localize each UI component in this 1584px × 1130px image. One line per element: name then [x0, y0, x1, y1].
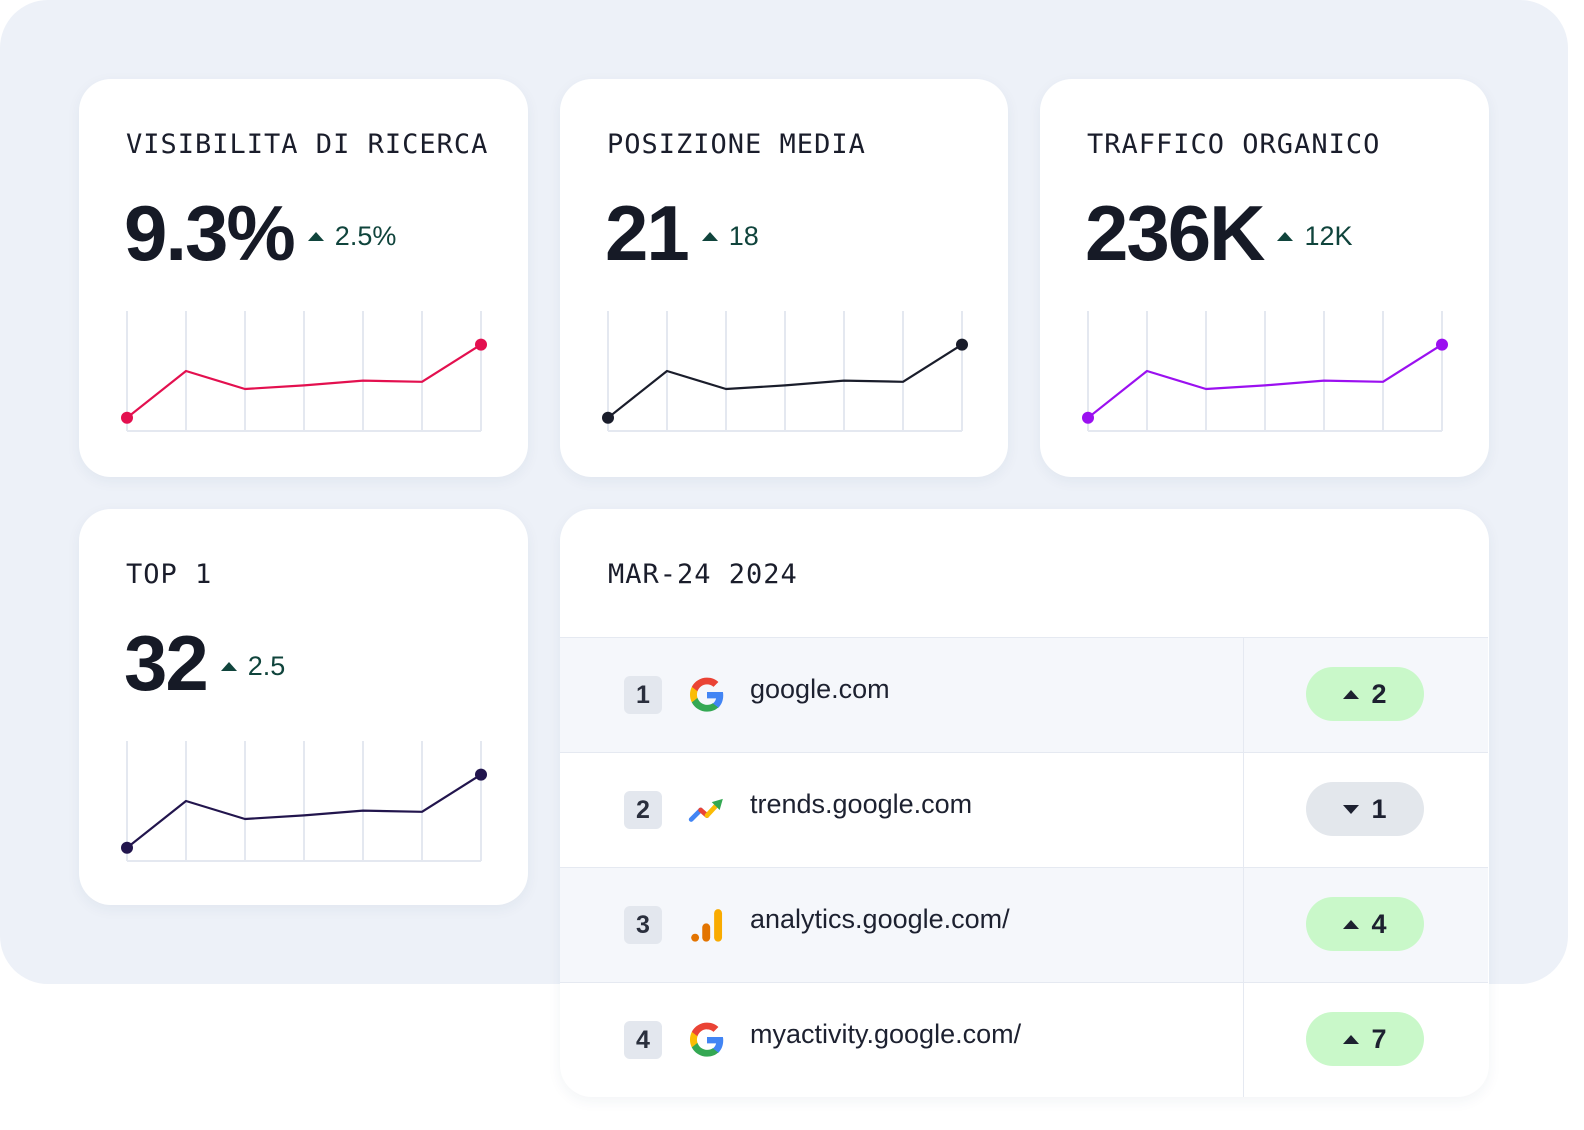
trend-up-icon — [220, 661, 237, 671]
column-divider — [1243, 638, 1244, 752]
metric-delta-value: 2.5 — [247, 650, 286, 681]
domain-name: analytics.google.com/ — [750, 904, 1010, 934]
sparkline-series — [126, 773, 482, 849]
trend-up-icon — [307, 231, 324, 241]
metric-value-row: 236K 12K — [1085, 183, 1353, 283]
domain-name: trends.google.com — [750, 789, 973, 819]
rank-change-badge: 7 — [1306, 1012, 1424, 1066]
rank-change-value: 4 — [1371, 908, 1387, 939]
sparkline-chart — [121, 741, 487, 862]
ranking-row[interactable]: 2 trends.google.com 1 — [560, 752, 1488, 867]
rank-number: 1 — [624, 676, 662, 714]
metric-label: POSIZIONE MEDIA — [607, 129, 866, 160]
trend-up-icon — [701, 231, 718, 241]
metric-value-row: 9.3% 2.5% — [124, 183, 396, 283]
sparkline-start-point — [1082, 411, 1094, 424]
ranking-list: 1 google.com 2 2 trends.google.co — [560, 637, 1488, 1097]
column-divider — [1243, 753, 1244, 867]
sparkline-end-point — [475, 768, 487, 781]
column-divider — [1243, 983, 1244, 1097]
rank-change-badge: 1 — [1306, 782, 1424, 836]
arrow-up-icon — [1343, 689, 1360, 699]
metric-delta-value: 2.5% — [334, 220, 397, 251]
arrow-down-icon — [1343, 804, 1360, 814]
ranking-row[interactable]: 3 analytics.google.com/ 4 — [560, 867, 1488, 982]
arrow-up-icon — [1343, 919, 1360, 929]
sparkline-series — [126, 343, 482, 419]
rank-change-value: 7 — [1371, 1023, 1387, 1054]
rank-change-value: 2 — [1371, 678, 1387, 709]
analytics-bars-icon — [691, 909, 723, 942]
metric-value-row: 21 18 — [605, 183, 759, 283]
metric-label: VISIBILITA DI RICERCA — [126, 129, 489, 160]
domain-name: google.com — [750, 674, 890, 704]
rank-change-badge: 4 — [1306, 897, 1424, 951]
rank-number: 2 — [624, 791, 662, 829]
metric-label: TRAFFICO ORGANICO — [1087, 129, 1381, 160]
metric-value: 236K — [1085, 189, 1265, 277]
domain-name: myactivity.google.com/ — [750, 1019, 1022, 1049]
rank-change-badge: 2 — [1306, 667, 1424, 721]
metric-delta: 2.5% — [307, 220, 397, 252]
sparkline-series — [1087, 343, 1443, 419]
ranking-row[interactable]: 4 myactivity.google.com/ 7 — [560, 982, 1488, 1097]
metric-delta: 18 — [701, 220, 759, 252]
metric-label: TOP 1 — [126, 559, 213, 590]
sparkline-end-point — [475, 338, 487, 351]
rank-change-value: 1 — [1371, 793, 1387, 824]
metric-card-top-1: TOP 1 32 2.5 — [79, 509, 528, 905]
metric-value: 9.3% — [124, 189, 296, 277]
rank-number: 3 — [624, 906, 662, 944]
sparkline-start-point — [602, 411, 614, 424]
sparkline-series — [607, 343, 963, 419]
metric-delta: 12K — [1277, 220, 1353, 252]
table-date-label: MAR-24 2024 — [608, 559, 798, 590]
metric-value: 21 — [605, 189, 690, 277]
ranking-table-card: MAR-24 2024 1 google.com 2 2 — [560, 509, 1489, 1097]
metric-delta: 2.5 — [220, 650, 286, 682]
metric-card-average-position: POSIZIONE MEDIA 21 18 — [560, 79, 1008, 477]
metric-delta-value: 18 — [728, 220, 759, 251]
sparkline-chart — [121, 311, 487, 432]
trend-up-icon — [1277, 231, 1294, 241]
google-g-icon — [689, 1022, 724, 1057]
sparkline-chart — [1082, 311, 1448, 432]
sparkline-start-point — [121, 841, 133, 854]
ranking-row[interactable]: 1 google.com 2 — [560, 637, 1488, 752]
sparkline-end-point — [1436, 338, 1448, 351]
column-divider — [1243, 868, 1244, 982]
metric-card-organic-traffic: TRAFFICO ORGANICO 236K 12K — [1040, 79, 1489, 477]
metric-card-search-visibility: VISIBILITA DI RICERCA 9.3% 2.5% — [79, 79, 528, 477]
metric-value: 32 — [124, 619, 209, 707]
metric-value-row: 32 2.5 — [124, 613, 285, 713]
sparkline-end-point — [956, 338, 968, 351]
metric-delta-value: 12K — [1304, 220, 1353, 251]
rank-number: 4 — [624, 1021, 662, 1059]
sparkline-chart — [602, 311, 968, 432]
sparkline-start-point — [121, 411, 133, 424]
google-g-icon — [689, 677, 724, 712]
arrow-up-icon — [1343, 1034, 1360, 1044]
trends-arrow-icon — [688, 798, 723, 822]
